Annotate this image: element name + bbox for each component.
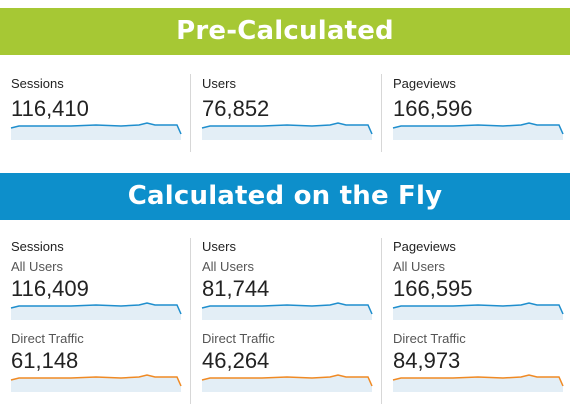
segment-label-all-users: All Users [393, 259, 446, 274]
sparkline-line [10, 374, 182, 387]
fly-sessions-metric: Sessions All Users 116,409 Direct Traffi… [10, 236, 186, 406]
metric-value: 166,596 [393, 96, 473, 121]
segment-label-direct-traffic: Direct Traffic [393, 331, 466, 346]
column-divider [381, 74, 382, 152]
sparkline-area [11, 123, 181, 140]
metric-label: Sessions [11, 239, 64, 254]
pre-users-metric: Users 76,852 [201, 72, 377, 152]
segment-label-all-users: All Users [11, 259, 64, 274]
fly-users-metric: Users All Users 81,744 Direct Traffic 46… [201, 236, 377, 406]
segment-label-direct-traffic: Direct Traffic [11, 331, 84, 346]
sparkline-line [201, 302, 373, 315]
sessions-all-sparkline [10, 302, 182, 320]
metric-value: 61,148 [11, 348, 79, 373]
pageviews-all-sparkline [392, 302, 564, 320]
metric-label: Pageviews [393, 76, 456, 91]
sparkline-area [202, 375, 372, 392]
metric-label: Users [202, 76, 236, 91]
metric-value: 81,744 [202, 276, 270, 301]
sessions-sparkline [10, 122, 182, 140]
sparkline-area [11, 303, 181, 320]
segment-label-all-users: All Users [202, 259, 255, 274]
sparkline-line [201, 122, 373, 135]
sparkline-area [393, 375, 563, 392]
sparkline-line [10, 122, 182, 135]
sparkline-line [392, 122, 564, 135]
pageviews-sparkline [392, 122, 564, 140]
sparkline-area [202, 123, 372, 140]
metric-value: 76,852 [202, 96, 270, 121]
sparkline-area [393, 123, 563, 140]
users-sparkline [201, 122, 373, 140]
metric-label: Pageviews [393, 239, 456, 254]
metric-value: 166,595 [393, 276, 473, 301]
fly-pageviews-metric: Pageviews All Users 166,595 Direct Traff… [392, 236, 568, 406]
sparkline-area [202, 303, 372, 320]
pre-pageviews-metric: Pageviews 166,596 [392, 72, 568, 152]
column-divider [190, 238, 191, 404]
metric-label: Sessions [11, 76, 64, 91]
sparkline-area [11, 375, 181, 392]
pageviews-direct-sparkline [392, 374, 564, 392]
metric-value: 116,410 [11, 96, 89, 121]
sessions-direct-sparkline [10, 374, 182, 392]
metric-value: 84,973 [393, 348, 461, 373]
pre-calculated-banner: Pre-Calculated [0, 8, 570, 55]
column-divider [190, 74, 191, 152]
sparkline-line [10, 302, 182, 315]
pre-sessions-metric: Sessions 116,410 [10, 72, 186, 152]
column-divider [381, 238, 382, 404]
users-all-sparkline [201, 302, 373, 320]
sparkline-area [393, 303, 563, 320]
segment-label-direct-traffic: Direct Traffic [202, 331, 275, 346]
calculated-on-the-fly-banner: Calculated on the Fly [0, 173, 570, 220]
users-direct-sparkline [201, 374, 373, 392]
metric-label: Users [202, 239, 236, 254]
sparkline-line [392, 374, 564, 387]
metric-value: 116,409 [11, 276, 89, 301]
sparkline-line [201, 374, 373, 387]
sparkline-line [392, 302, 564, 315]
metric-value: 46,264 [202, 348, 270, 373]
